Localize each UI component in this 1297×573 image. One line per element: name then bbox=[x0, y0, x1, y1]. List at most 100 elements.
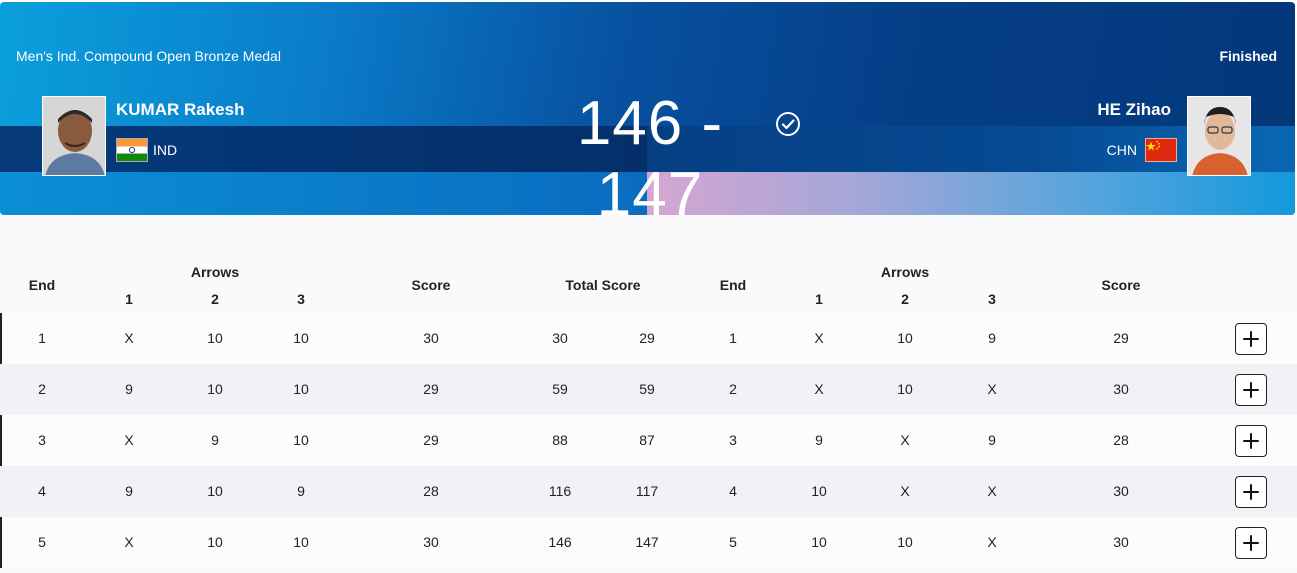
arrow-cell: 10 bbox=[207, 381, 223, 397]
end-score-cell: 30 bbox=[1113, 483, 1129, 499]
arrow-cell: 10 bbox=[207, 330, 223, 346]
row-edge-marker bbox=[0, 517, 2, 568]
arrow-cell: X bbox=[124, 330, 134, 346]
end-cell: 1 bbox=[729, 330, 737, 346]
arrow-cell: X bbox=[900, 483, 910, 499]
arrow-cell: X bbox=[814, 381, 824, 397]
end-score-cell: 30 bbox=[1113, 381, 1129, 397]
table-row: 2 9 10 10 29 59 59 2 X 10 X 30 bbox=[0, 364, 1297, 415]
arrow-cell: 10 bbox=[897, 534, 913, 550]
table-row: 1 X 10 10 30 30 29 1 X 10 9 29 bbox=[0, 313, 1297, 364]
total-score-cell: 29 bbox=[639, 330, 655, 346]
arrow-cell: 10 bbox=[293, 432, 309, 448]
end-score-cell: 30 bbox=[423, 534, 439, 550]
arrow-cell: 9 bbox=[211, 432, 219, 448]
arrow-cell: 10 bbox=[293, 534, 309, 550]
total-score-cell: 88 bbox=[552, 432, 568, 448]
plus-icon bbox=[1243, 535, 1259, 551]
end-score-cell: 29 bbox=[1113, 330, 1129, 346]
arrow-cell: X bbox=[987, 483, 997, 499]
expand-end-button[interactable] bbox=[1235, 323, 1267, 355]
header-arrow-1-left: 1 bbox=[125, 291, 133, 307]
header-end-right: End bbox=[719, 277, 747, 293]
plus-icon bbox=[1243, 484, 1259, 500]
arrow-cell: 10 bbox=[811, 534, 827, 550]
match-header: Men's Ind. Compound Open Bronze Medal Fi… bbox=[0, 2, 1295, 215]
end-cell: 2 bbox=[38, 381, 46, 397]
arrow-cell: 9 bbox=[988, 330, 996, 346]
arrow-cell: 9 bbox=[297, 483, 305, 499]
row-edge-marker bbox=[0, 415, 2, 466]
header-arrows-left: Arrows bbox=[190, 264, 240, 280]
end-cell: 3 bbox=[38, 432, 46, 448]
arrow-cell: 9 bbox=[125, 483, 133, 499]
athlete-photo-right bbox=[1187, 96, 1251, 176]
arrow-cell: X bbox=[987, 534, 997, 550]
total-score-cell: 59 bbox=[639, 381, 655, 397]
arrow-cell: 10 bbox=[897, 330, 913, 346]
match-status: Finished bbox=[1219, 48, 1277, 64]
total-score-cell: 30 bbox=[552, 330, 568, 346]
left-band-light bbox=[0, 172, 647, 215]
table-row: 5 X 10 10 30 146 147 5 10 10 X 30 bbox=[0, 517, 1297, 568]
athlete-name-left: KUMAR Rakesh bbox=[116, 100, 245, 119]
row-edge-marker bbox=[0, 313, 2, 364]
total-score-cell: 146 bbox=[548, 534, 572, 550]
arrow-cell: 10 bbox=[293, 381, 309, 397]
header-score-left: Score bbox=[411, 277, 451, 293]
arrow-cell: X bbox=[900, 432, 910, 448]
plus-icon bbox=[1243, 331, 1259, 347]
header-arrow-3-left: 3 bbox=[297, 291, 305, 307]
total-score-cell: 116 bbox=[548, 483, 572, 499]
end-cell: 1 bbox=[38, 330, 46, 346]
event-title: Men's Ind. Compound Open Bronze Medal bbox=[16, 48, 281, 64]
total-score-cell: 59 bbox=[552, 381, 568, 397]
total-score-cell: 117 bbox=[635, 483, 659, 499]
match-score: 146 - 147 bbox=[576, 89, 724, 215]
arrow-cell: 10 bbox=[293, 330, 309, 346]
india-flag-icon bbox=[116, 138, 148, 162]
arrow-cell: X bbox=[124, 534, 134, 550]
plus-icon bbox=[1243, 433, 1259, 449]
china-flag-icon bbox=[1145, 138, 1177, 162]
expand-end-button[interactable] bbox=[1235, 425, 1267, 457]
expand-end-button[interactable] bbox=[1235, 374, 1267, 406]
athlete-name-right: HE Zihao bbox=[1097, 100, 1171, 119]
arrow-cell: 10 bbox=[207, 483, 223, 499]
arrow-cell: 10 bbox=[207, 534, 223, 550]
arrow-cell: X bbox=[124, 432, 134, 448]
end-cell: 4 bbox=[38, 483, 46, 499]
header-arrow-2-left: 2 bbox=[211, 291, 219, 307]
end-cell: 2 bbox=[729, 381, 737, 397]
right-band-light bbox=[647, 172, 1295, 215]
athlete-portrait-icon bbox=[43, 97, 105, 175]
end-cell: 5 bbox=[729, 534, 737, 550]
arrow-cell: 10 bbox=[897, 381, 913, 397]
arrow-cell: X bbox=[987, 381, 997, 397]
end-cell: 3 bbox=[729, 432, 737, 448]
header-arrow-1-right: 1 bbox=[815, 291, 823, 307]
arrow-cell: 9 bbox=[988, 432, 996, 448]
header-end-left: End bbox=[28, 277, 56, 293]
noc-right: CHN bbox=[1106, 142, 1137, 158]
total-score-cell: 87 bbox=[639, 432, 655, 448]
header-score-right: Score bbox=[1101, 277, 1141, 293]
end-cell: 5 bbox=[38, 534, 46, 550]
plus-icon bbox=[1243, 382, 1259, 398]
scores-table: End Arrows 1 2 3 Score Total Score End A… bbox=[0, 215, 1297, 573]
end-score-cell: 30 bbox=[423, 330, 439, 346]
end-score-cell: 29 bbox=[423, 381, 439, 397]
table-row: 4 9 10 9 28 116 117 4 10 X X 30 bbox=[0, 466, 1297, 517]
header-arrows-right: Arrows bbox=[880, 264, 930, 280]
header-arrow-3-right: 3 bbox=[988, 291, 996, 307]
end-cell: 4 bbox=[729, 483, 737, 499]
total-score-cell: 147 bbox=[635, 534, 659, 550]
end-score-cell: 29 bbox=[423, 432, 439, 448]
end-score-cell: 28 bbox=[1113, 432, 1129, 448]
noc-left: IND bbox=[153, 142, 178, 158]
expand-end-button[interactable] bbox=[1235, 527, 1267, 559]
athlete-photo-left bbox=[42, 96, 106, 176]
winner-check-icon bbox=[776, 112, 800, 136]
left-band bbox=[0, 126, 647, 172]
expand-end-button[interactable] bbox=[1235, 476, 1267, 508]
